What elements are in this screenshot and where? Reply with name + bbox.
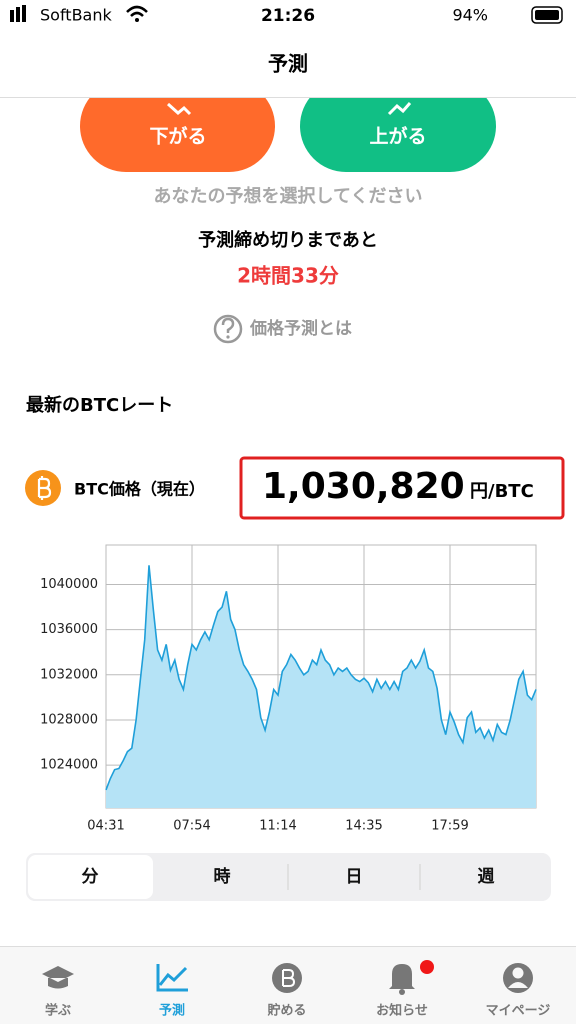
tab-label[interactable]: マイページ [486, 1004, 551, 1019]
help-link-label: 価格予測とは [249, 318, 352, 339]
notice-icon [399, 989, 405, 995]
help-link[interactable]: 価格予測とは [213, 314, 352, 344]
price-highlight [239, 456, 565, 520]
notice-badge [420, 960, 434, 974]
down-arrow-icon [166, 102, 192, 116]
mypage-icon [508, 982, 528, 988]
predict-icon [156, 964, 188, 992]
signal-icon [16, 7, 20, 22]
y-tick-label: 1040000 [40, 577, 98, 592]
section-title: 最新のBTCレート [26, 394, 173, 416]
btc-icon [37, 476, 52, 500]
segments: 分時日週 [82, 866, 495, 887]
tabs: 学ぶ 予測 貯める お知らせ マイページ [45, 1003, 550, 1019]
header-title: 予測 [268, 52, 308, 76]
deadline-label: 予測締め切りまであと [198, 229, 378, 251]
help-icon [221, 317, 235, 333]
x-tick-label: 11:14 [259, 819, 296, 834]
y-tick-label: 1032000 [40, 667, 98, 682]
segment-label[interactable]: 時 [214, 866, 231, 887]
tab-label[interactable]: 学ぶ [45, 1003, 71, 1019]
up-arrow-icon [387, 102, 412, 116]
price-unit: 円/BTC [470, 481, 534, 502]
segment-selected [28, 855, 153, 899]
clock: 21:26 [261, 6, 315, 26]
up-button-bg [300, 80, 496, 172]
down-button-label: 下がる [149, 125, 206, 148]
mypage-icon [512, 967, 524, 979]
header-bg [0, 30, 576, 97]
notice-icon [389, 964, 415, 989]
carrier: SoftBank [40, 6, 112, 25]
tab-label[interactable]: お知らせ [376, 1003, 428, 1019]
y-tick-label: 1036000 [40, 622, 98, 637]
area-fill [106, 565, 536, 808]
x-tick-label: 14:35 [345, 819, 382, 834]
y-tick-label: 1028000 [40, 712, 98, 727]
battery-level: 94% [452, 6, 488, 25]
tab-label[interactable]: 貯める [267, 1003, 306, 1019]
tab-label[interactable]: 予測 [159, 1003, 185, 1019]
segment-label[interactable]: 日 [346, 867, 363, 887]
help-icon [213, 314, 243, 344]
wifi-icon [135, 18, 139, 22]
battery-fill [535, 10, 559, 20]
help-icon [226, 335, 230, 339]
deadline-remaining: 2時間33分 [237, 264, 339, 288]
up-button[interactable]: 上がる [300, 80, 496, 172]
price-chart: 1024000 1028000 1032000 1036000 1040000 04:31… [40, 544, 537, 834]
up-button-label: 上がる [369, 125, 426, 148]
segment-label[interactable]: 週 [478, 867, 495, 887]
price-label: BTC価格（現在） [74, 480, 205, 499]
learn-icon [42, 966, 74, 989]
prompt: あなたの予想を選択してください [154, 185, 423, 207]
wifi-icon [126, 5, 148, 17]
x-tick-label: 04:31 [87, 819, 124, 834]
x-tick-label: 17:59 [431, 819, 468, 834]
area-line [105, 565, 537, 791]
x-tick-label: 07:54 [173, 819, 210, 834]
price-value: 1,030,820 [262, 466, 465, 507]
y-tick-label: 1024000 [40, 758, 98, 773]
signal-icon [22, 5, 26, 22]
down-button-bg [80, 80, 275, 172]
signal-icon [10, 10, 14, 22]
battery-icon [531, 6, 563, 24]
down-button[interactable]: 下がる [80, 80, 275, 172]
segment-label[interactable]: 分 [82, 867, 99, 887]
save-icon [282, 969, 296, 987]
